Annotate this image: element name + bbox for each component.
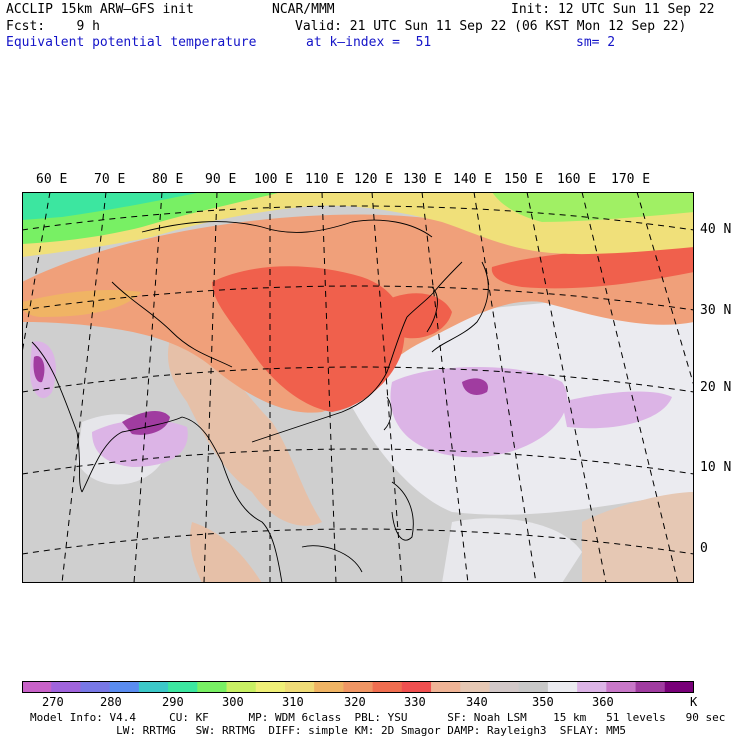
colorbar-swatch (22, 681, 52, 693)
map-frame (22, 192, 694, 583)
colorbar-swatch (197, 681, 228, 693)
colorbar-swatch (51, 681, 81, 693)
theta-e-red-china (212, 266, 405, 412)
smoothing-value: sm= 2 (576, 35, 616, 50)
taiwan-coast (383, 396, 392, 431)
lon-label: 90 E (205, 172, 237, 187)
lat-label: 10 N (700, 460, 732, 475)
lon-label: 140 E (453, 172, 493, 187)
field-name: Equivalent potential temperature (6, 35, 257, 50)
lon-label: 150 E (504, 172, 544, 187)
lat-label: 20 N (700, 380, 732, 395)
colorbar-swatch (284, 681, 315, 693)
theta-e-purple-bay (122, 410, 170, 435)
lon-label: 110 E (305, 172, 345, 187)
colorbar-label: 290 (162, 695, 184, 709)
colorbar-swatch (343, 681, 374, 693)
theta-e-red-korea (382, 293, 452, 339)
model-info-line1: Model Info: V4.4 CU: KF MP: WDM 6class P… (30, 711, 726, 724)
lon-label: 170 E (611, 172, 651, 187)
colorbar-swatch (489, 681, 520, 693)
colorbar-swatch (226, 681, 257, 693)
theta-e-lavender-western-pacific (390, 367, 568, 458)
init-time: Init: 12 UTC Sun 11 Sep 22 (511, 2, 715, 17)
map-panel (22, 192, 694, 583)
lon-label: 100 E (254, 172, 294, 187)
indochina-coast (181, 416, 283, 583)
colorbar-swatch (80, 681, 111, 693)
theta-e-lavender-east (562, 391, 672, 429)
lon-label: 60 E (36, 172, 68, 187)
colorbar-swatch (109, 681, 140, 693)
graticule (22, 192, 694, 583)
japan-coast (431, 261, 489, 353)
colorbar-swatch (255, 681, 286, 693)
theta-e-peach-sumatra (190, 522, 262, 583)
lon-line (22, 192, 51, 356)
theta-e-peach-indochina (167, 332, 322, 526)
colorbar-swatch (518, 681, 549, 693)
colorbar-label: 330 (404, 695, 426, 709)
forecast-hour: Fcst: 9 h (6, 19, 100, 34)
india-east-coast (81, 416, 183, 493)
borneo-coast (301, 545, 363, 573)
lon-label: 120 E (354, 172, 394, 187)
colorbar-swatch (460, 681, 490, 693)
colorbar-label: 360 (592, 695, 614, 709)
colorbar-swatch (664, 681, 694, 693)
coastlines (31, 219, 489, 583)
lon-line (526, 192, 607, 583)
lat-label: 0 (700, 541, 708, 556)
theta-e-purple-pacific (462, 378, 488, 395)
colorbar-swatch (314, 681, 344, 693)
colorbar-label: 280 (100, 695, 122, 709)
colorbar-frame (22, 681, 694, 693)
colorbar-swatch (606, 681, 637, 693)
colorbar-swatch (577, 681, 607, 693)
theta-e-cyan-northwest (22, 192, 202, 220)
lon-line (636, 192, 694, 388)
theta-e-purple-arabian (33, 356, 45, 383)
theta-e-south-pacific-patch (442, 518, 582, 583)
colorbar-unit: K (690, 695, 698, 709)
colorbar-swatch (138, 681, 169, 693)
korea-coast (426, 286, 438, 333)
colorbar-label: 300 (222, 695, 244, 709)
colorbar-swatch (547, 681, 578, 693)
colorbar-label: 270 (42, 695, 64, 709)
colorbar-label: 350 (532, 695, 554, 709)
colorbar-swatch (168, 681, 198, 693)
model-info-line2: LW: RRTMG SW: RRTMG DIFF: simple KM: 2D … (30, 724, 627, 737)
himalaya-border (111, 281, 233, 368)
center-name: NCAR/MMM (272, 2, 335, 17)
colorbar-label: 320 (344, 695, 366, 709)
colorbar-swatch (401, 681, 432, 693)
colorbar-swatch (372, 681, 403, 693)
colorbar-label: 340 (466, 695, 488, 709)
theta-e-orange-west (22, 290, 142, 317)
lon-line (581, 192, 679, 583)
lat-label: 30 N (700, 303, 732, 318)
lon-label: 70 E (94, 172, 126, 187)
theta-e-peach-southeast (582, 492, 694, 583)
lon-label: 130 E (403, 172, 443, 187)
india-west-coast (31, 341, 83, 493)
theta-e-lavender-bay-of-bengal (92, 420, 188, 467)
valid-time: Valid: 21 UTC Sun 11 Sep 22 (06 KST Mon … (295, 19, 687, 34)
colorbar (22, 681, 694, 693)
china-east-coast (406, 261, 463, 318)
northern-border (141, 219, 433, 238)
lon-label: 160 E (557, 172, 597, 187)
colorbar-label: 310 (282, 695, 304, 709)
lon-label: 80 E (152, 172, 184, 187)
china-south-coast (251, 316, 408, 443)
colorbar-swatch (431, 681, 461, 693)
model-title: ACCLIP 15km ARW–GFS init (6, 2, 194, 17)
lat-label: 40 N (700, 222, 732, 237)
level-index: at k–index = 51 (306, 35, 432, 50)
colorbar-swatch (635, 681, 666, 693)
philippines-coast (391, 481, 414, 541)
